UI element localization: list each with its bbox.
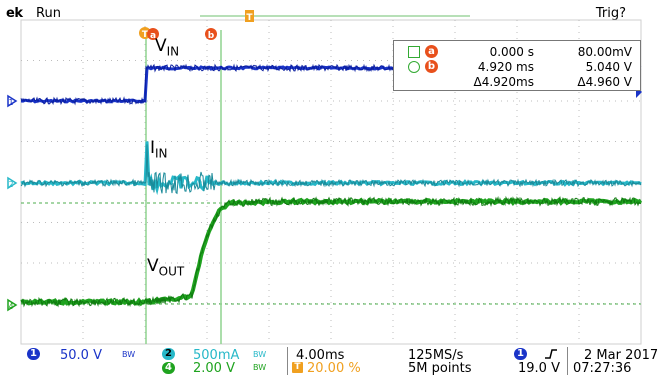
channel-1-bw-limit: BW: [122, 350, 136, 359]
trigger-state: Trig?: [595, 6, 626, 21]
cursor-readout-panel: a 0.000 s 80.00mV b 4.920 ms 5.040 V Δ4.…: [393, 40, 641, 91]
horizontal-scale: 4.00ms: [296, 348, 345, 363]
sample-rate: 125MS/s: [408, 348, 464, 363]
trigger-level: 19.0 V: [518, 361, 560, 376]
bottom-status-bar: 1 50.0 V BW 2 500mA BW 4 2.00 V BW 4.00m…: [0, 345, 662, 376]
cursor-delta-row: Δ4.920ms Δ4.960 V: [394, 74, 640, 90]
channel-4-scale: 2.00 V: [193, 361, 235, 376]
cursor-a-badge: a: [425, 45, 438, 58]
brand-logo: ek: [6, 6, 23, 21]
channel-2-ground-marker[interactable]: 2: [7, 176, 18, 190]
cursor-b-row: b 4.920 ms 5.040 V: [394, 59, 640, 75]
record-length: 5M points: [408, 361, 472, 376]
iin-label: IIN: [150, 138, 168, 161]
date: 2 Mar 2017: [584, 348, 659, 363]
trigger-source-badge[interactable]: 1: [514, 348, 527, 360]
channel-2-trace: [20, 141, 642, 196]
svg-text:4: 4: [9, 302, 14, 311]
svg-text:a: a: [150, 31, 156, 41]
time: 07:27:36: [573, 361, 632, 376]
trigger-position: 20.00 %: [307, 361, 361, 376]
rising-edge-icon: [545, 349, 557, 359]
channel-4-badge[interactable]: 4: [162, 362, 175, 374]
vin-label: VIN: [155, 36, 180, 59]
cursor-a-time: 0.000 s: [489, 45, 534, 59]
cursor-b-marker[interactable]: b: [205, 28, 217, 41]
cursor-a-value: 80.00mV: [577, 45, 632, 59]
trigger-position-badge: T: [292, 362, 303, 373]
cursor-a-marker[interactable]: a: [147, 28, 159, 41]
cursor-delta-time: Δ4.920ms: [473, 75, 534, 89]
channel-2-badge[interactable]: 2: [162, 348, 175, 360]
channel-2-bw-limit: BW: [253, 350, 267, 359]
svg-text:b: b: [208, 31, 215, 41]
channel-4-bw-limit: BW: [253, 363, 267, 372]
trigger-window-indicator: T: [200, 10, 470, 23]
trigger-position-label: T: [246, 13, 253, 23]
acquisition-state: Run: [36, 6, 61, 21]
divider: [287, 347, 288, 375]
vout-label: VOUT: [147, 256, 185, 279]
svg-text:T: T: [142, 30, 149, 40]
channel-1-badge[interactable]: 1: [27, 348, 40, 360]
top-status-bar: ek Run Trig?: [0, 0, 662, 26]
cursor-b-badge: b: [425, 60, 438, 73]
square-icon: [408, 46, 420, 58]
cursor-delta-value: Δ4.960 V: [577, 75, 632, 89]
svg-text:2: 2: [9, 180, 14, 189]
channel-2-scale: 500mA: [193, 348, 240, 363]
svg-text:1: 1: [9, 98, 14, 107]
trigger-position-icon[interactable]: [245, 10, 254, 22]
channel-1-ground-marker[interactable]: 1: [7, 94, 18, 108]
divider: [567, 347, 568, 375]
cursor-a-row: a 0.000 s 80.00mV: [394, 44, 640, 60]
channel-1-scale: 50.0 V: [60, 348, 102, 363]
circle-icon: [408, 61, 420, 73]
channel-3-ground-marker[interactable]: 4: [7, 298, 18, 312]
cursor-b-time: 4.920 ms: [477, 60, 534, 74]
channel-4-trace: [20, 195, 643, 308]
cursor-b-value: 5.040 V: [585, 60, 632, 74]
